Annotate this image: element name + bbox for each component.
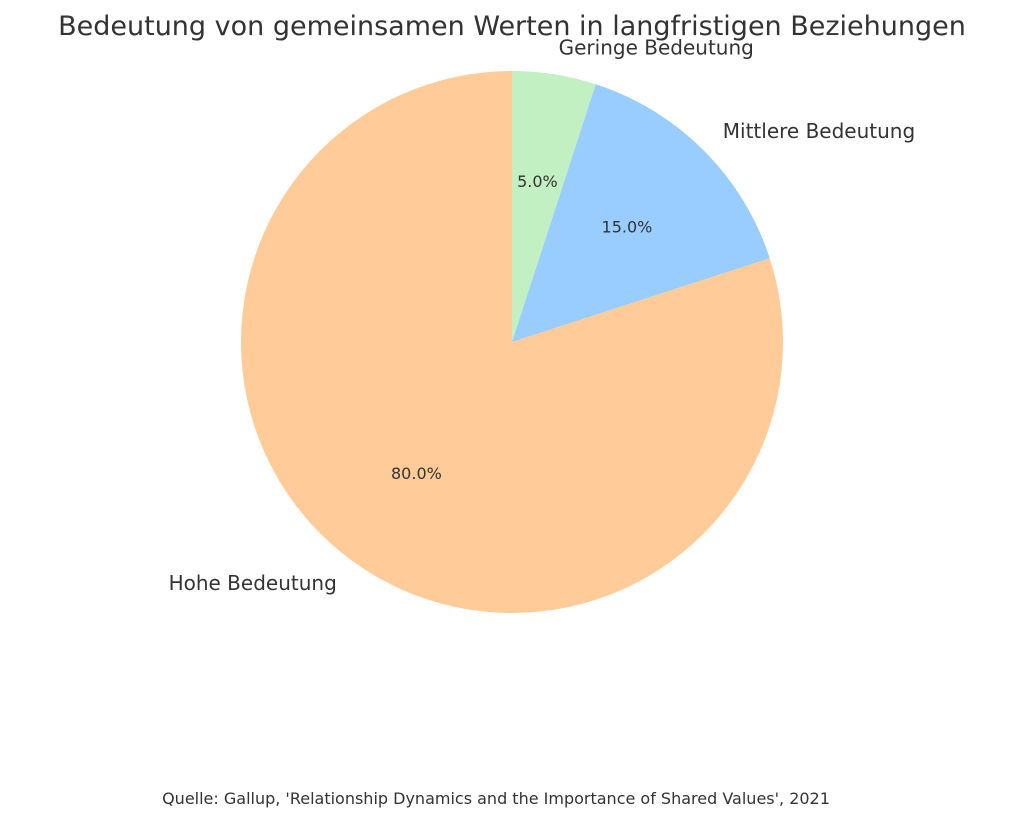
- pie-slice-hohe-bedeutung: [240, 71, 783, 614]
- pct-label-mittlere-bedeutung: 15.0%: [602, 218, 653, 237]
- chart-title: Bedeutung von gemeinsamen Werten in lang…: [58, 11, 966, 42]
- slice-label-geringe-bedeutung: Geringe Bedeutung: [559, 36, 754, 60]
- slice-label-mittlere-bedeutung: Mittlere Bedeutung: [723, 119, 915, 143]
- pie-labels: 5.0% Geringe Bedeutung 15.0% Mittlere Bedeu…: [169, 36, 916, 596]
- source-note: Quelle: Gallup, 'Relationship Dynamics a…: [162, 789, 830, 808]
- pct-label-geringe-bedeutung: 5.0%: [517, 172, 558, 191]
- slice-label-hohe-bedeutung: Hohe Bedeutung: [169, 571, 337, 595]
- pct-label-hohe-bedeutung: 80.0%: [391, 464, 442, 483]
- pie-slices: [240, 71, 783, 614]
- pie-slice-geringe-bedeutung: [512, 71, 596, 342]
- pie-slice-mittlere-bedeutung: [512, 84, 770, 343]
